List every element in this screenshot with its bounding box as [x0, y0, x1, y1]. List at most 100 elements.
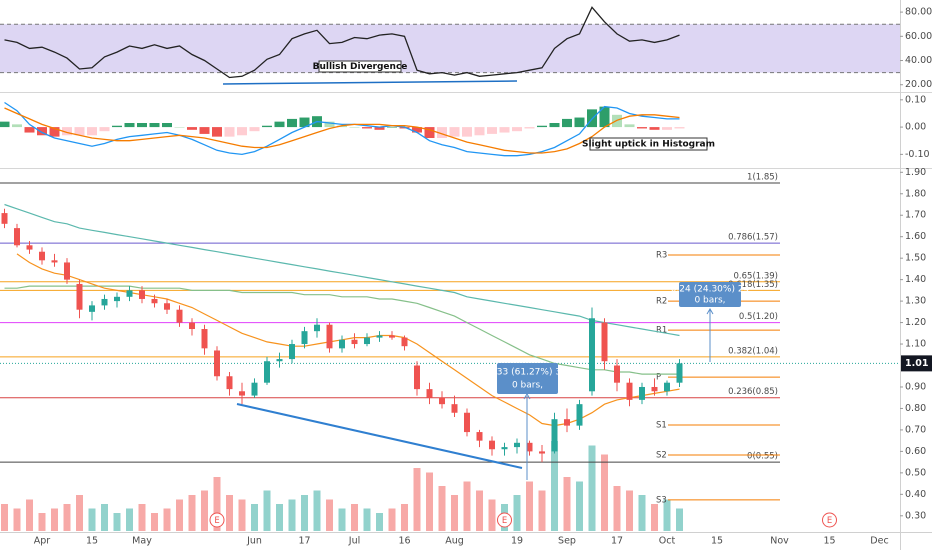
candle-body	[176, 309, 183, 323]
histogram-bar	[487, 127, 497, 134]
volume-bar	[663, 499, 671, 531]
candle-body	[614, 365, 620, 383]
x-tick-label: 15	[711, 536, 723, 547]
candle-body	[589, 318, 595, 392]
volume-bar	[476, 490, 483, 531]
macd-line	[4, 101, 680, 157]
volume-bar	[126, 508, 133, 531]
histogram-bar	[424, 127, 435, 138]
candle-body	[389, 335, 395, 338]
histogram-bar	[412, 127, 422, 133]
annotation-box	[589, 137, 708, 151]
moving-average	[4, 203, 680, 337]
volume-bar	[526, 481, 533, 531]
volume-bar	[363, 508, 371, 531]
x-tick-label: 17	[298, 536, 310, 547]
x-tick-label: Dec	[870, 536, 888, 547]
candle-body	[401, 337, 408, 347]
candle-body	[139, 290, 145, 299]
candle-body	[1, 213, 8, 224]
x-tick-label: 16	[398, 536, 410, 547]
histogram-bar	[274, 121, 285, 128]
fib-label: 0.618(1.35)	[728, 280, 778, 290]
histogram-bar	[12, 124, 22, 128]
histogram-bar	[112, 125, 122, 128]
histogram-bar	[362, 127, 372, 129]
moving-average	[4, 285, 680, 375]
histogram-bar	[524, 127, 535, 129]
fib-label: 0.236(0.85)	[728, 387, 778, 397]
pivot-label: S1	[656, 420, 667, 430]
pivot-label: S3	[656, 495, 667, 505]
earnings-marker	[209, 512, 225, 528]
histogram-bar	[662, 127, 672, 130]
candle-body	[601, 322, 608, 362]
fib-label: 0.786(1.57)	[728, 233, 778, 243]
volume-bar	[13, 508, 21, 531]
volume-bar	[313, 490, 321, 531]
measure-text: 0 bars,	[694, 296, 725, 306]
y-tick-label: 0.80	[905, 403, 926, 414]
y-tick-label: 20.00	[905, 79, 932, 90]
annotation-text: Slight uptick in Histogram	[582, 140, 715, 150]
annotation: Bullish Divergence	[313, 60, 407, 73]
histogram-bar	[549, 123, 560, 128]
earnings-label: E	[502, 516, 507, 526]
volume-bar	[326, 499, 333, 531]
x-tick-label: Jul	[348, 536, 360, 547]
pivot-label: S2	[656, 451, 667, 461]
pivot-label: R3	[656, 250, 667, 260]
fib-label: 0.382(1.04)	[728, 346, 778, 356]
volume-bar	[626, 490, 633, 531]
y-tick-label: -0.10	[905, 149, 930, 160]
candle-body	[464, 412, 470, 433]
volume-bar	[201, 490, 208, 531]
pivot-label: R1	[656, 326, 667, 336]
histogram-bar	[537, 125, 547, 128]
histogram-bar	[574, 117, 585, 128]
histogram-bar	[124, 123, 135, 128]
y-tick-label: 1.20	[905, 317, 926, 328]
x-tick-label: Oct	[659, 536, 676, 547]
volume-bar	[401, 504, 408, 531]
annotation: Slight uptick in Histogram	[582, 137, 715, 151]
histogram-bar	[174, 127, 185, 128]
candle-body	[364, 337, 370, 345]
volume-bar	[638, 495, 646, 531]
signal-line	[4, 107, 680, 154]
y-tick-label: 1.80	[905, 188, 926, 199]
histogram-bar	[199, 127, 210, 134]
volume-bar	[551, 441, 558, 531]
measure-text: 0.24 (24.30%) 24	[671, 285, 750, 295]
candle-body	[651, 386, 658, 392]
histogram-bar	[387, 127, 397, 128]
histogram-bar	[262, 125, 272, 128]
volume-bar	[576, 481, 583, 531]
candle-body	[239, 391, 245, 396]
candle-body	[501, 447, 508, 450]
last-price-box	[901, 355, 932, 372]
candle-body	[451, 404, 458, 413]
fib-label: 0.65(1.39)	[734, 271, 778, 281]
fib-label: 0(0.55)	[747, 452, 778, 462]
volume-bar	[388, 508, 396, 531]
volume-bar	[613, 486, 621, 531]
candle-body	[314, 324, 320, 332]
histogram-bar	[24, 127, 35, 133]
histogram-bar	[237, 127, 247, 136]
volume-bar	[426, 472, 433, 531]
y-tick-label: 1.60	[905, 231, 926, 242]
volume-bar	[601, 454, 608, 531]
histogram-bar	[562, 118, 572, 128]
volume-bar	[338, 508, 346, 531]
candle-body	[251, 382, 258, 396]
candle-body	[626, 382, 633, 400]
divergence-line	[222, 80, 518, 85]
histogram-bar	[462, 127, 472, 137]
x-tick-label: Jun	[246, 536, 262, 547]
candle-body	[264, 361, 270, 383]
histogram-bar	[149, 123, 160, 128]
x-tick-label: Sep	[558, 536, 576, 547]
